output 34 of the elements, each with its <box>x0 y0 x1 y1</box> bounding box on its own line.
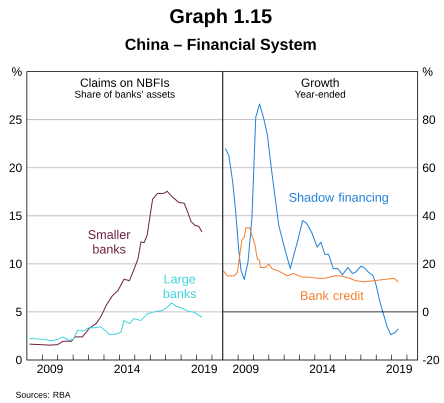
x-tick-label: 2019 <box>192 364 217 374</box>
y-axis-title: % <box>422 68 433 76</box>
y-tick-label: 0 <box>16 356 22 364</box>
x-tick-label: 2019 <box>386 364 412 374</box>
series-label: Bank credit <box>301 290 364 300</box>
line-series <box>224 104 399 336</box>
y-axis-title: % <box>12 68 22 76</box>
chart-title: Growth <box>302 78 339 88</box>
y-tick-label: 20 <box>10 164 22 172</box>
y-tick-label: 80 <box>422 116 436 124</box>
source-note: Sources: RBA <box>16 392 71 398</box>
text: Year-ended <box>294 90 346 98</box>
y-tick-label: -20 <box>422 356 440 364</box>
x-tick-label: 2014 <box>114 364 140 374</box>
chart-title: Claims on NBFIs <box>80 78 170 88</box>
y-tick-label: 15 <box>10 212 22 220</box>
y-tick-label: 20 <box>422 260 436 268</box>
line-series <box>28 302 202 342</box>
x-tick-label: 2009 <box>37 364 63 374</box>
y-tick-label: 25 <box>10 116 22 124</box>
series-label: Smaller banks <box>88 230 130 254</box>
series-label: Large banks <box>164 274 196 298</box>
x-tick-label: 2009 <box>233 364 258 374</box>
x-tick-label: 2014 <box>310 364 336 374</box>
y-tick-label: 0 <box>422 308 429 316</box>
text: Graph 1.15 <box>170 8 272 28</box>
y-tick-label: 5 <box>16 308 22 316</box>
series-label: Shadow financing <box>289 192 388 204</box>
y-tick-label: 10 <box>10 260 22 268</box>
text: Share of banks’ assets <box>74 90 175 98</box>
text: China – Financial System <box>125 38 316 54</box>
line-series <box>28 190 202 346</box>
y-tick-label: 60 <box>422 164 436 172</box>
y-tick-label: 40 <box>422 212 436 220</box>
